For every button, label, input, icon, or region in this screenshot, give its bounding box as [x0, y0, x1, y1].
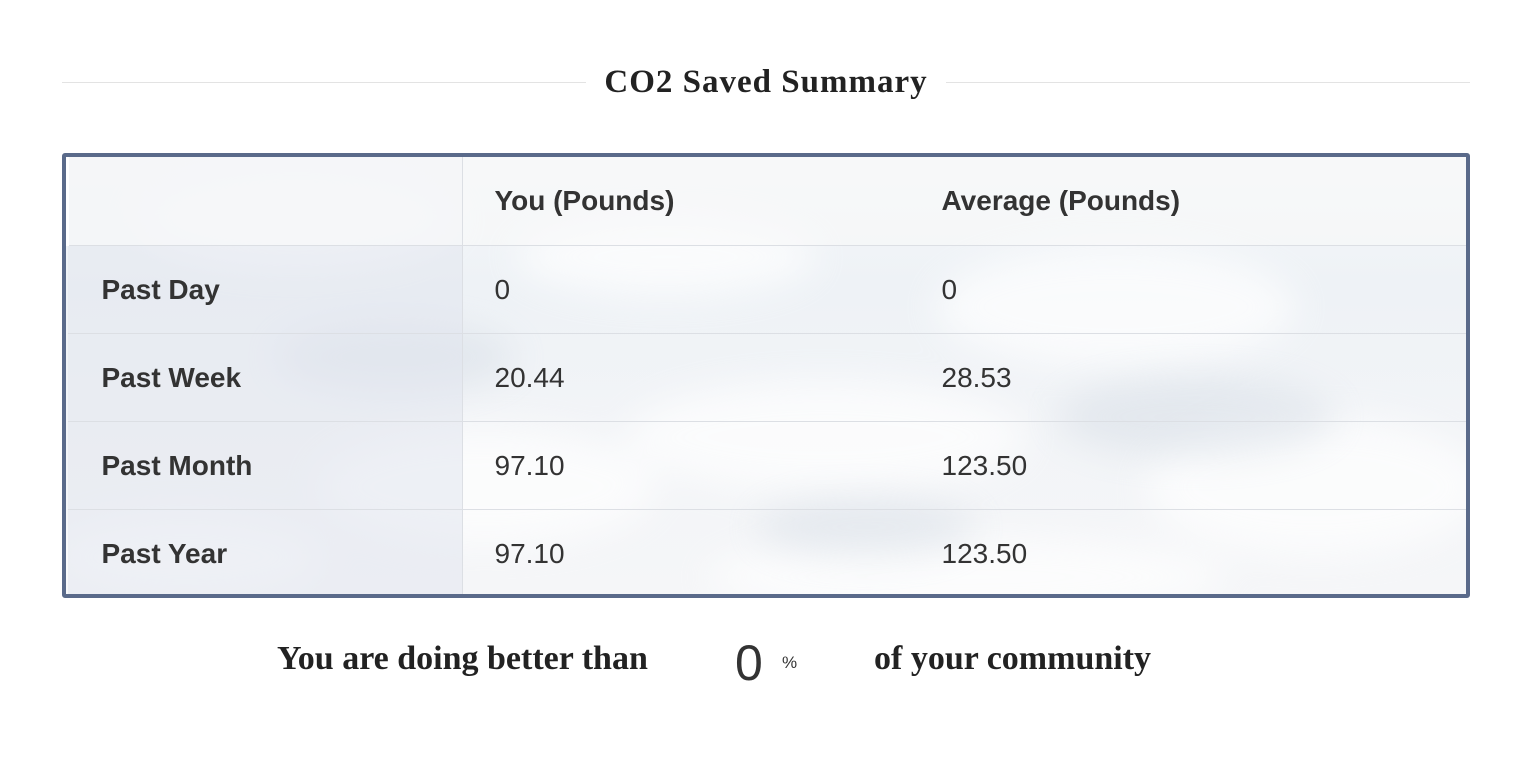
row-label-past-day: Past Day	[67, 245, 463, 334]
section-header: CO2 Saved Summary	[62, 58, 1470, 106]
average-value-past-day: 0	[909, 245, 1466, 334]
average-value-past-year: 123.50	[909, 509, 1466, 594]
co2-summary-table-container: You (Pounds) Average (Pounds) Past Day 0…	[62, 153, 1470, 598]
table-header-row: You (Pounds) Average (Pounds)	[66, 157, 1466, 246]
page-title: CO2 Saved Summary	[604, 63, 928, 100]
row-label-past-year: Past Year	[67, 509, 463, 594]
average-value-past-month: 123.50	[909, 421, 1466, 510]
comparison-suffix-text: of your community	[874, 640, 1152, 677]
row-label-past-month: Past Month	[67, 421, 463, 510]
column-header-you: You (Pounds)	[462, 157, 910, 246]
divider-left	[62, 81, 587, 83]
you-value-past-week: 20.44	[462, 333, 910, 422]
you-value-past-month: 97.10	[462, 421, 910, 510]
table-row: Past Year 97.10 123.50	[67, 509, 1466, 594]
table-corner-cell	[66, 157, 463, 246]
table-row: Past Week 20.44 28.53	[67, 333, 1466, 422]
community-comparison: You are doing better than 0 % of your co…	[0, 626, 1515, 696]
co2-summary-table: You (Pounds) Average (Pounds) Past Day 0…	[66, 157, 1466, 594]
row-label-past-week: Past Week	[67, 333, 463, 422]
you-value-past-day: 0	[462, 245, 910, 334]
table-row: Past Day 0 0	[67, 245, 1466, 334]
comparison-percentage-value: 0	[735, 635, 763, 691]
average-value-past-week: 28.53	[909, 333, 1466, 422]
table-row: Past Month 97.10 123.50	[67, 421, 1466, 510]
you-value-past-year: 97.10	[462, 509, 910, 594]
column-header-average: Average (Pounds)	[909, 157, 1466, 246]
percent-sign: %	[782, 653, 798, 672]
divider-right	[945, 81, 1470, 83]
comparison-prefix-text: You are doing better than	[277, 640, 648, 677]
